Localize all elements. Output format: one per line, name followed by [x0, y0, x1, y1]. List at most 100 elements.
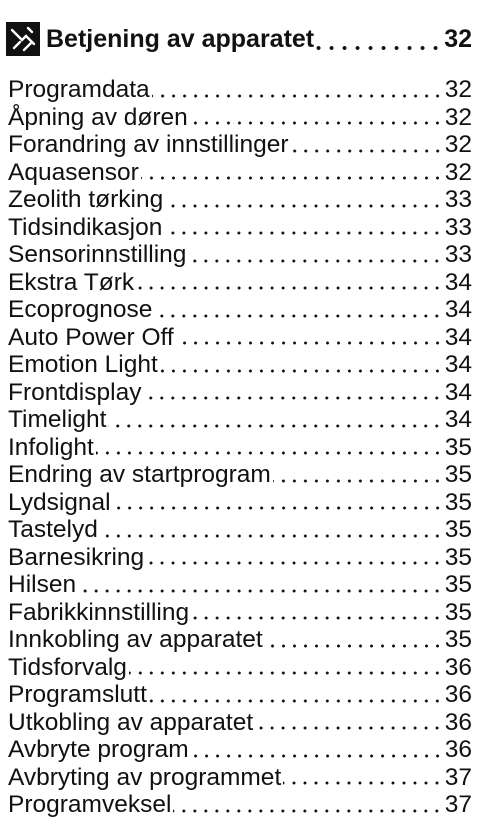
toc-entry: Lydsignal 35 [8, 488, 472, 516]
toc-entry: Avbryting av programmet 37 [8, 763, 472, 791]
leader-dots [159, 351, 443, 379]
entry-page: 33 [444, 213, 472, 241]
entry-label: Avbryte program [8, 736, 189, 763]
toc-entry: Hilsen 35 [8, 571, 472, 599]
leader-dots [175, 323, 443, 351]
toc-entry: Endring av startprogram 35 [8, 461, 472, 489]
entry-page: 33 [444, 186, 472, 213]
toc-entry: Auto Power Off 34 [8, 323, 472, 351]
leader-dots [151, 76, 443, 104]
entry-label: Innkobling av apparatet [8, 626, 263, 653]
entry-label: Programdata [8, 76, 150, 103]
entry-label: Ekstra Tørk [8, 268, 135, 296]
toc-entry: Frontdisplay 34 [8, 378, 472, 406]
leader-dots [283, 763, 443, 791]
entry-page: 36 [444, 736, 472, 763]
entry-label: Sensorinnstilling [8, 241, 187, 268]
toc-entry: Programdata 32 [8, 76, 472, 104]
toc-entry: Ekstra Tørk 34 [8, 268, 472, 296]
entry-page: 35 [444, 488, 472, 516]
leader-dots [189, 103, 443, 131]
leader-dots [190, 736, 443, 764]
leader-dots [264, 626, 443, 654]
entry-label: Auto Power Off [8, 323, 174, 351]
entry-page: 32 [444, 103, 472, 131]
entry-label: Hilsen [8, 571, 77, 598]
entry-page: 34 [444, 323, 472, 351]
toc-entry: Aquasensor 32 [8, 158, 472, 186]
entry-page: 34 [444, 351, 472, 378]
toc-entry: Tidsforvalg 36 [8, 653, 472, 681]
section-icon [6, 22, 40, 56]
toc-entry: Forandring av innstillinger 32 [8, 131, 472, 159]
leader-dots [191, 598, 443, 626]
entry-page: 33 [444, 241, 472, 268]
leader-dots [272, 461, 443, 489]
leader-dots [95, 433, 443, 461]
entry-label: Timelight [8, 406, 107, 433]
entry-page: 36 [444, 681, 472, 708]
toc-entry: Timelight 34 [8, 406, 472, 434]
leader-dots [136, 268, 443, 296]
toc-entry: Zeolith tørking 33 [8, 186, 472, 214]
leader-dots [140, 158, 443, 186]
entry-label: Zeolith tørking [8, 186, 164, 213]
section-title: Betjening av apparatet [46, 24, 315, 53]
entry-page: 32 [444, 76, 472, 103]
leader-dots [154, 296, 443, 324]
entry-label: Avbryting av programmet [8, 763, 282, 791]
leader-dots [255, 708, 443, 736]
leader-dots [112, 488, 443, 516]
entry-label: Ecoprognose [8, 296, 153, 323]
entry-page: 35 [444, 543, 472, 571]
entry-page: 34 [444, 268, 472, 296]
entry-label: Infolight [8, 433, 94, 461]
toc-entry: Barnesikring 35 [8, 543, 472, 571]
toc-entry: Avbryte program 36 [8, 736, 472, 764]
entry-label: Endring av startprogram [8, 461, 271, 488]
entry-page: 34 [444, 378, 472, 406]
entry-label: Frontdisplay [8, 378, 142, 406]
toc-entry: Programveksel 37 [8, 791, 472, 819]
entry-page: 36 [444, 708, 472, 736]
entry-page: 37 [444, 791, 472, 818]
leader-dots [290, 131, 443, 159]
toc-entry: Utkobling av apparatet 36 [8, 708, 472, 736]
toc-entry: Programslutt 36 [8, 681, 472, 709]
entry-page: 35 [444, 571, 472, 598]
entry-label: Barnesikring [8, 543, 145, 571]
toc-entry: Ecoprognose 34 [8, 296, 472, 324]
entry-label: Utkobling av apparatet [8, 708, 254, 736]
entry-label: Tidsindikasjon [8, 213, 163, 241]
entry-label: Emotion Light [8, 351, 158, 378]
leader-dots [165, 186, 443, 214]
leader-dots [173, 791, 443, 819]
toc-entry: Emotion Light 34 [8, 351, 472, 379]
entry-page: 34 [444, 406, 472, 433]
leader-dots [108, 406, 443, 434]
toc-entry: Sensorinnstilling 33 [8, 241, 472, 269]
toc-entry: Tastelyd 35 [8, 516, 472, 544]
entry-label: Forandring av innstillinger [8, 131, 289, 158]
entry-page: 34 [444, 296, 472, 323]
leader-dots [146, 543, 443, 571]
leader-dots [143, 378, 443, 406]
entry-label: Programveksel [8, 791, 172, 818]
entry-page: 32 [444, 158, 472, 186]
toc-entry: Innkobling av apparatet 35 [8, 626, 472, 654]
section-header: Betjening av apparatet 32 [6, 18, 472, 60]
entry-page: 35 [444, 598, 472, 626]
leader-dots [164, 213, 443, 241]
entry-page: 37 [444, 763, 472, 791]
entry-label: Åpning av døren [8, 103, 188, 131]
entry-page: 35 [444, 461, 472, 488]
leader-dots [316, 18, 443, 60]
leader-dots [148, 681, 443, 709]
toc-entry: Tidsindikasjon 33 [8, 213, 472, 241]
entry-label: Aquasensor [8, 158, 139, 186]
toc-entry: Infolight 35 [8, 433, 472, 461]
leader-dots [99, 516, 443, 544]
entry-page: 35 [444, 433, 472, 461]
entry-page: 35 [444, 626, 472, 653]
